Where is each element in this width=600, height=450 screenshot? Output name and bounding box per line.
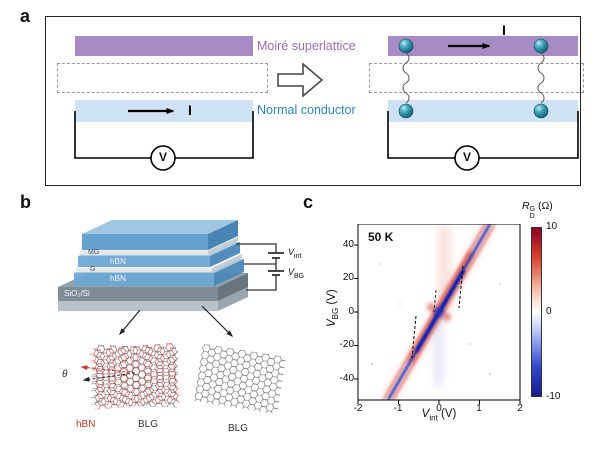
transition-arrow-icon (277, 62, 324, 98)
x-axis-symbol: V (421, 408, 430, 420)
colorbar-symbol: R (522, 200, 530, 212)
noise-speckles (371, 263, 501, 375)
mg-layer-label: MG (88, 249, 100, 256)
y-axis-symbol: V (325, 319, 338, 328)
substrate-label: SiO₂/Si (64, 289, 90, 298)
wire-left-circuit (74, 111, 254, 159)
y-tick-neg20: -20 (339, 339, 354, 350)
colorbar-unit: (Ω) (535, 200, 553, 212)
battery-symbols (268, 252, 284, 276)
v-int-symbol: V (288, 247, 295, 257)
y-tick-0: 0 (348, 306, 354, 317)
temperature-annotation: 50 K (368, 230, 394, 244)
y-axis-label: VBG (V) (326, 268, 340, 348)
normal-conductor-label: Normal conductor (257, 103, 356, 117)
x-tick-neg1: -1 (393, 403, 403, 414)
colorbar (531, 227, 542, 397)
panel-a-label: a (20, 6, 31, 26)
voltmeter-circle-left (150, 145, 176, 171)
panel-b-device-schematic (58, 220, 287, 415)
hbn-mid-label: hBN (110, 257, 127, 266)
current-label-right: I (502, 22, 506, 38)
voltmeter-label-left: V (158, 150, 167, 164)
arrow-to-moire-lattice (119, 309, 141, 336)
blg-lattice-patch-right (193, 343, 287, 415)
electron-icons (398, 38, 549, 119)
v-int-sub: int (294, 252, 302, 260)
y-tick-20: 20 (342, 272, 354, 283)
hbn-bottom-label: hBN (110, 274, 127, 283)
x-tick-2: 2 (517, 403, 523, 414)
colorbar-sub: D (529, 212, 535, 220)
heatmap-field (371, 224, 501, 400)
blg-lattice-patch-left (90, 344, 180, 408)
normal-conductor-bar-right (388, 100, 578, 122)
voltmeter-label-right: V (462, 150, 471, 164)
panel-c-label: c (303, 192, 314, 212)
hbn-top-slab (82, 220, 238, 250)
twist-angle-arrow-blg (82, 372, 136, 382)
dashed-guide-lines (411, 265, 464, 359)
x-axis-label: Vint (V) (394, 408, 484, 422)
interaction-squiggle-right (537, 52, 545, 104)
current-label-left: I (188, 102, 192, 118)
hbn-lattice-label: hBN (76, 419, 96, 430)
colorbar-tick-neg10: -10 (546, 391, 561, 402)
x-tick-0: 0 (436, 403, 442, 414)
blg-lattice-label-left: BLG (138, 419, 159, 430)
barrier-dashed-box-right (369, 63, 584, 93)
barrier-dashed-box-left (57, 63, 268, 93)
blg-lattice-label-right: BLG (228, 423, 249, 434)
colorbar-tick-0: 0 (546, 306, 552, 317)
v-bg-sub: BG (294, 272, 305, 280)
y-tick-40: 40 (342, 239, 354, 250)
drag-resistance-heatmap (354, 224, 521, 404)
substrate-si-slab (58, 287, 248, 311)
x-axis-unit: (V) (437, 408, 457, 420)
x-tick-1: 1 (476, 403, 482, 414)
axis-tick-marks (354, 244, 521, 404)
x-axis-sub: int (429, 413, 438, 423)
g-layer-label: G (90, 266, 96, 273)
moire-superlattice-label: Moiré superlattice (257, 39, 356, 53)
y-axis-unit: (V) (325, 289, 338, 308)
y-tick-neg40: -40 (339, 373, 354, 384)
colorbar-sup: G (529, 206, 536, 213)
y-axis-sub: BG (331, 307, 341, 320)
wire-right-circuit (387, 111, 579, 159)
twist-angle-label: θ (62, 369, 68, 380)
v-int-gate-label: Vint (288, 247, 301, 260)
v-bg-symbol: V (288, 267, 295, 277)
gate-circuit-wires (236, 243, 277, 291)
panel-b-label: b (20, 192, 31, 212)
moire-superlattice-bar-left (75, 36, 253, 56)
x-tick-neg2: -2 (353, 403, 363, 414)
voltmeter-circle-right (454, 145, 480, 171)
arrow-to-blg-lattice (201, 305, 234, 338)
colorbar-tick-10: 10 (546, 221, 558, 232)
interaction-squiggle-left (402, 52, 410, 104)
v-bg-gate-label: VBG (288, 267, 304, 280)
panel-a-schematic (74, 38, 579, 171)
panel-a-frame (45, 16, 581, 186)
twist-angle-arrow-hbn (80, 365, 136, 374)
